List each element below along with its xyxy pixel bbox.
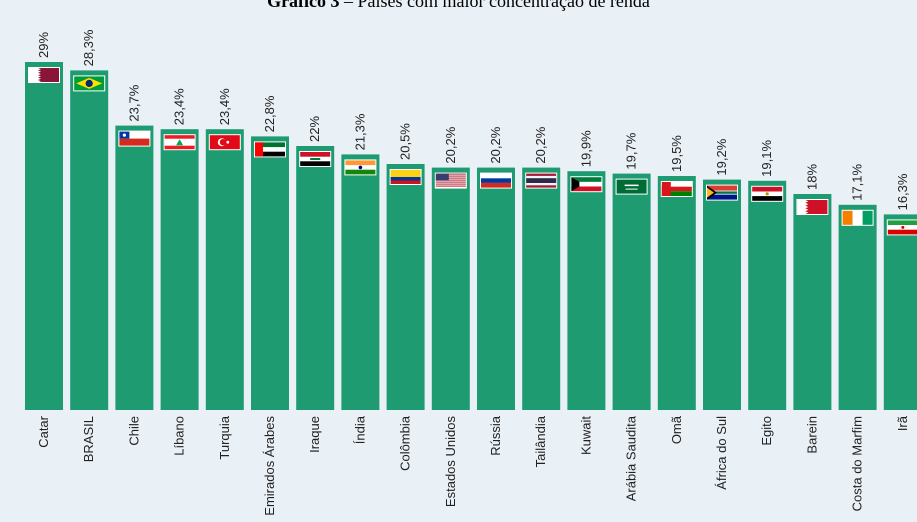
flag-egypt-icon <box>751 185 784 202</box>
value-label: 16,3% <box>895 173 910 210</box>
category-label: Catar <box>36 415 51 447</box>
bar <box>748 180 787 410</box>
category-label: Barein <box>804 416 819 454</box>
category-label: Líbano <box>172 416 187 456</box>
value-label: 19,9% <box>578 130 593 167</box>
flag-oman-icon <box>660 181 693 197</box>
bar <box>612 173 651 410</box>
value-label: 23,7% <box>126 84 141 121</box>
value-label: 19,2% <box>714 138 729 175</box>
flag-iraq-icon <box>299 151 332 167</box>
value-label: 20,5% <box>398 123 413 160</box>
value-label: 20,2% <box>533 126 548 163</box>
value-label: 18% <box>804 164 819 190</box>
value-label: 19,5% <box>669 135 684 172</box>
flag-turkey-icon <box>208 134 241 151</box>
chart-title-bold: Gráfico 3 <box>267 0 340 11</box>
category-label: Estados Unidos <box>443 416 458 508</box>
flag-colombia-icon <box>389 169 422 185</box>
flag-ivory-coast-icon <box>841 209 874 226</box>
flag-qatar-icon <box>28 67 60 83</box>
bar <box>386 164 425 410</box>
bar <box>251 136 289 410</box>
flag-saudi-arabia-icon <box>615 178 648 195</box>
value-label: 23,4% <box>172 88 187 125</box>
category-label: Arábia Saudita <box>624 415 639 501</box>
value-label: 21,3% <box>352 113 367 150</box>
flag-brazil-icon <box>73 75 106 92</box>
value-label: 22,8% <box>262 95 277 132</box>
flag-india-icon <box>344 159 377 176</box>
value-label: 19,7% <box>624 132 639 169</box>
bar <box>205 129 244 410</box>
flag-bahrain-icon <box>796 199 829 215</box>
category-label: Turquia <box>217 415 232 459</box>
value-label: 20,2% <box>488 126 503 163</box>
value-label: 23,4% <box>217 88 232 125</box>
bar <box>160 129 199 410</box>
bar <box>341 154 380 410</box>
flag-south-africa-icon <box>706 184 738 201</box>
flag-chile-icon <box>118 130 151 147</box>
chart-title-rest: – Países com maior concentração de renda <box>339 0 650 11</box>
flag-usa-icon <box>434 172 467 189</box>
value-label: 19,1% <box>759 139 774 176</box>
bar <box>431 167 470 410</box>
category-label: Tailândia <box>533 415 548 467</box>
value-label: 22% <box>307 116 322 142</box>
flag-russia-icon <box>480 172 512 189</box>
value-label: 28,3% <box>81 29 96 66</box>
flag-kuwait-icon <box>570 176 603 193</box>
bar <box>477 167 515 410</box>
bar <box>703 179 741 410</box>
category-label: Emirados Árabes <box>262 416 277 516</box>
bar <box>567 171 606 410</box>
bar <box>883 214 917 410</box>
bar <box>793 194 832 410</box>
flag-thailand-icon <box>525 172 558 189</box>
category-label: Iraque <box>307 416 322 453</box>
category-label: BRASIL <box>81 416 96 462</box>
category-label: Rússia <box>488 415 503 456</box>
category-label: África do Sul <box>714 416 729 490</box>
bar <box>838 204 877 410</box>
bar <box>522 167 561 410</box>
chart-title: Gráfico 3 – Países com maior concentraçã… <box>0 0 917 12</box>
flag-uae-icon <box>254 141 286 158</box>
bar <box>115 125 154 410</box>
category-label: Chile <box>126 416 141 446</box>
value-label: 29% <box>36 32 51 58</box>
category-label: Costa do Marfim <box>850 416 865 511</box>
category-label: Egito <box>759 416 774 446</box>
bar <box>657 176 696 410</box>
flag-iran-icon <box>886 219 917 236</box>
flag-lebanon-icon <box>163 134 196 151</box>
bar <box>25 62 63 410</box>
category-label: Colômbia <box>398 415 413 471</box>
category-label: Omã <box>669 415 684 444</box>
value-label: 17,1% <box>850 163 865 200</box>
value-label: 20,2% <box>443 126 458 163</box>
bar <box>70 70 109 411</box>
category-label: Índia <box>352 415 367 444</box>
category-label: Irã <box>895 415 910 431</box>
bar <box>296 146 335 410</box>
category-label: Kuwait <box>578 416 593 455</box>
